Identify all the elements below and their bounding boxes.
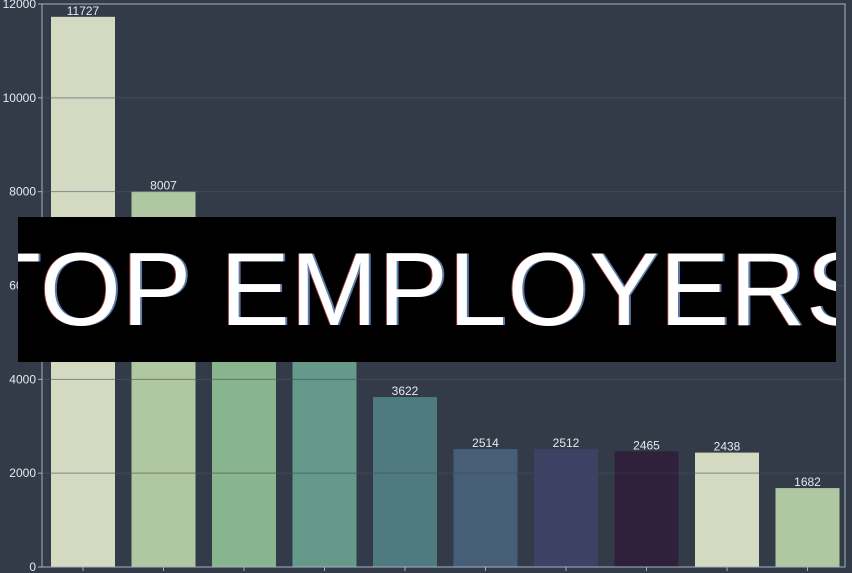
y-tick-label-12000: 12000 [3,0,37,11]
y-tick-label-10000: 10000 [3,91,37,105]
y-tick-label-4000: 4000 [9,372,36,386]
data-labels: 11727 8007 3622 2514 2512 2465 2438 1682 [67,4,821,489]
data-label-10: 1682 [794,475,821,489]
data-label-7: 2512 [553,436,580,450]
y-tick-label-2000: 2000 [9,466,36,480]
data-label-6: 2514 [472,436,499,450]
data-label-5: 3622 [392,384,419,398]
y-tick-label-0: 0 [29,560,36,573]
title-banner: TOP EMPLOYERS [18,217,836,362]
bar-5 [373,397,437,567]
data-label-9: 2438 [714,440,741,454]
data-label-8: 2465 [633,438,660,452]
bar-8 [614,451,679,567]
bar-7 [534,449,598,567]
bar-9 [695,452,759,567]
chart-title: TOP EMPLOYERS [18,231,836,348]
data-label-2: 8007 [150,178,177,192]
bar-6 [453,449,518,567]
y-tick-label-8000: 8000 [9,185,36,199]
data-label-1: 11727 [67,4,100,18]
bar-10 [775,488,840,567]
